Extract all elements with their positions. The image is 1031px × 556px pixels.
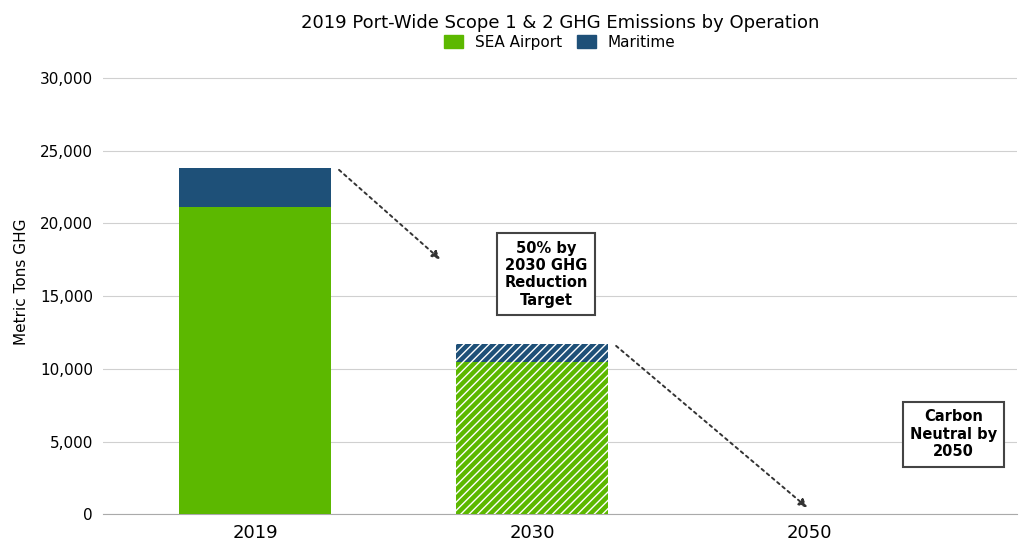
Legend: SEA Airport, Maritime: SEA Airport, Maritime <box>438 28 681 56</box>
Bar <box>179 168 331 207</box>
Y-axis label: Metric Tons GHG: Metric Tons GHG <box>13 219 29 345</box>
Bar <box>456 361 608 514</box>
Bar <box>456 361 608 514</box>
Title: 2019 Port-Wide Scope 1 & 2 GHG Emissions by Operation: 2019 Port-Wide Scope 1 & 2 GHG Emissions… <box>301 14 820 32</box>
Bar <box>179 207 331 514</box>
Text: 50% by
2030 GHG
Reduction
Target: 50% by 2030 GHG Reduction Target <box>504 241 588 308</box>
Bar <box>456 344 608 361</box>
Text: Carbon
Neutral by
2050: Carbon Neutral by 2050 <box>909 409 997 459</box>
Bar <box>456 344 608 361</box>
